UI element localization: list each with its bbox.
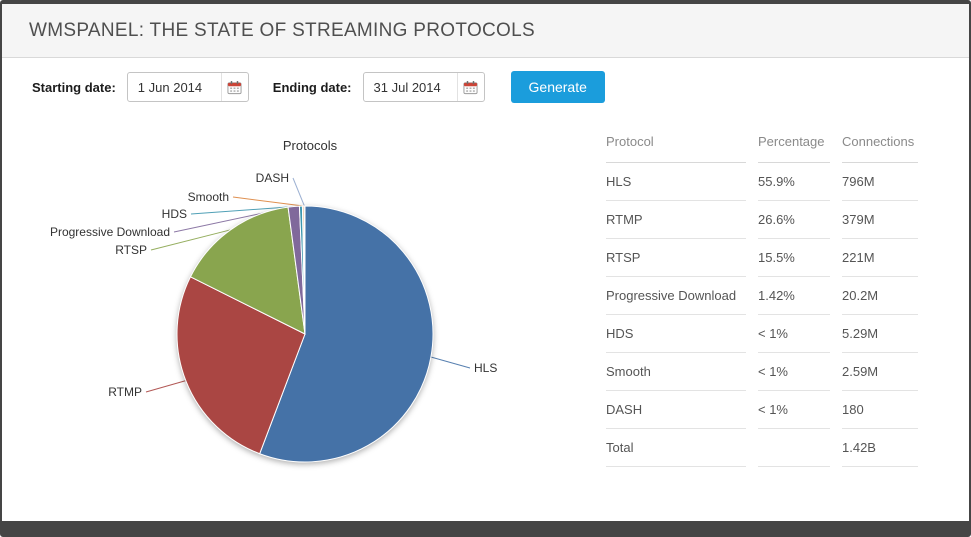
page-title: WMSPANEL: THE STATE OF STREAMING PROTOCO…	[29, 20, 535, 41]
label-connector	[150, 229, 231, 251]
starting-date-field	[126, 72, 249, 102]
percentage-cell: 1.42%	[758, 277, 830, 315]
label-connector	[292, 177, 305, 207]
protocol-cell: Total	[606, 429, 746, 467]
connections-cell: 796M	[842, 163, 918, 201]
protocol-stats-table: Protocol Percentage Connections HLS 55.9%…	[594, 124, 930, 467]
protocol-column-header: Protocol	[606, 124, 746, 163]
label-connector	[190, 205, 301, 215]
main-content: Starting date: Ending d	[2, 58, 969, 521]
label-connector	[232, 196, 304, 207]
pie-slice-dash[interactable]	[303, 205, 306, 335]
ending-date-field	[362, 72, 485, 102]
pie-slices	[176, 205, 434, 463]
table-row: Smooth < 1% 2.59M	[606, 353, 918, 391]
protocol-cell: HDS	[606, 315, 746, 353]
label-connector	[145, 380, 186, 393]
percentage-column-header: Percentage	[758, 124, 830, 163]
connections-column-header: Connections	[842, 124, 918, 163]
pie-slice-hls[interactable]	[259, 205, 434, 463]
table-header-row: Protocol Percentage Connections	[606, 124, 918, 163]
connections-cell: 1.42B	[842, 429, 918, 467]
protocol-cell: HLS	[606, 163, 746, 201]
starting-date-label: Starting date:	[32, 79, 116, 95]
table-row: DASH < 1% 180	[606, 391, 918, 429]
table-row: RTSP 15.5% 221M	[606, 239, 918, 277]
percentage-cell: 55.9%	[758, 163, 830, 201]
connections-cell: 2.59M	[842, 353, 918, 391]
date-range-form: Starting date: Ending d	[32, 71, 605, 103]
page-header: WMSPANEL: THE STATE OF STREAMING PROTOCO…	[2, 4, 969, 58]
table-row: HLS 55.9% 796M	[606, 163, 918, 201]
pie-label: Smooth	[188, 190, 229, 204]
pie-label: HLS	[474, 361, 497, 375]
pie-label: RTMP	[108, 385, 142, 399]
connections-cell: 180	[842, 391, 918, 429]
protocol-cell: RTMP	[606, 201, 746, 239]
percentage-cell: < 1%	[758, 315, 830, 353]
generate-button[interactable]: Generate	[510, 71, 605, 103]
table-row: Progressive Download 1.42% 20.2M	[606, 277, 918, 315]
percentage-cell: < 1%	[758, 391, 830, 429]
pie-labels: HLS RTMP RTSP Progressive Download HDSSmooth…	[50, 171, 497, 399]
pie-connectors	[145, 177, 471, 393]
percentage-cell	[758, 429, 830, 467]
connections-cell: 20.2M	[842, 277, 918, 315]
table-row: Total 1.42B	[606, 429, 918, 467]
percentage-cell: < 1%	[758, 353, 830, 391]
ending-date-input[interactable]	[363, 79, 457, 95]
pie-label: RTSP	[115, 243, 147, 257]
connections-cell: 379M	[842, 201, 918, 239]
calendar-icon[interactable]	[456, 73, 484, 101]
pie-label: Progressive Download	[50, 225, 170, 239]
pie-slice-rtmp[interactable]	[176, 276, 306, 455]
connections-cell: 221M	[842, 239, 918, 277]
protocol-cell: Progressive Download	[606, 277, 746, 315]
pie-label: HDS	[162, 207, 187, 221]
percentage-cell: 26.6%	[758, 201, 830, 239]
ending-date-label: Ending date:	[272, 79, 352, 95]
table-row: RTMP 26.6% 379M	[606, 201, 918, 239]
percentage-cell: 15.5%	[758, 239, 830, 277]
starting-date-input[interactable]	[127, 79, 221, 95]
pie-label: DASH	[256, 171, 289, 185]
pie-slice-rtsp[interactable]	[189, 206, 306, 335]
protocol-cell: Smooth	[606, 353, 746, 391]
chart-title: Protocols	[282, 138, 338, 153]
label-connector	[430, 356, 471, 369]
calendar-icon[interactable]	[220, 73, 248, 101]
protocols-pie-chart: HLS RTMP RTSP Progressive Download HDSSmooth…	[50, 171, 497, 463]
protocol-cell: RTSP	[606, 239, 746, 277]
table-row: HDS < 1% 5.29M	[606, 315, 918, 353]
connections-cell: 5.29M	[842, 315, 918, 353]
protocol-cell: DASH	[606, 391, 746, 429]
